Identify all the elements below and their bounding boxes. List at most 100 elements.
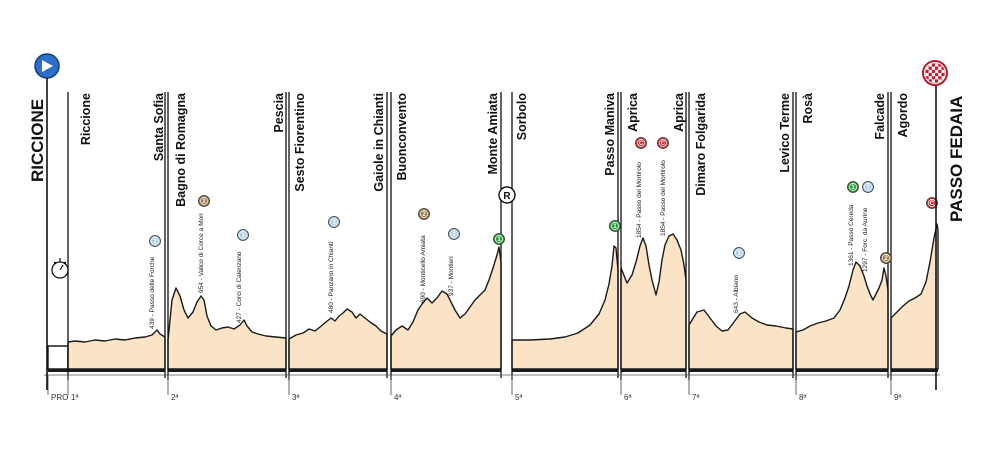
svg-text:C: C (930, 201, 935, 207)
climb-label: 427 - Corci di Calenzano (236, 251, 243, 323)
town-label: Dimaro Folgarida (694, 92, 708, 196)
stopwatch-icon (51, 258, 69, 279)
stage-profiles (47, 223, 939, 370)
svg-text:1: 1 (613, 224, 617, 230)
svg-text:3: 3 (332, 220, 336, 226)
stage-baseline (796, 369, 888, 372)
town-label: Monte Amiata (486, 92, 500, 175)
stage-profile-9 (890, 223, 939, 370)
town-label: Levico Terme (778, 93, 792, 173)
category-badge-icon: C (657, 137, 669, 149)
stage-baselines (48, 369, 938, 372)
svg-text:C: C (639, 141, 644, 147)
town-label: Agordo (896, 93, 910, 138)
climb-label: 643 - Albiano (733, 275, 740, 313)
town-label: Aprica (672, 92, 686, 132)
stage-baseline (48, 369, 68, 372)
category-badge-icon: 2 (418, 208, 430, 220)
svg-text:2: 2 (422, 212, 426, 218)
category-badges: 3 2 3 3 2 3 C C 3 1 3 1 1 2 C (149, 137, 938, 264)
town-label: Riccione (79, 93, 93, 145)
stage-number: 4ª (394, 393, 401, 402)
stage-number: 3ª (292, 393, 299, 402)
finish-city-label: PASSO FEDAIA (947, 96, 966, 222)
stage-number: 9ª (894, 393, 901, 402)
category-badge-icon: 3 (862, 181, 874, 193)
stage-profile-5 (511, 245, 619, 370)
start-marker: RICCIONE (28, 53, 60, 390)
town-label: Bagno di Romagna (174, 92, 188, 207)
stage-profile-pro (47, 345, 69, 370)
town-label: Falcade (873, 93, 887, 140)
town-label: Sesto Fiorentino (293, 93, 307, 192)
town-labels: Riccione Santa Sofia Bagno di Romagna Pesci… (79, 92, 910, 207)
town-label: Aprica (626, 92, 640, 132)
climb-label: 1297 - Forc. da Aurine (862, 207, 869, 272)
category-badge-icon: 1 (493, 233, 505, 245)
stage-number: 2ª (171, 393, 178, 402)
svg-text:1: 1 (851, 185, 855, 191)
stage-baseline (891, 369, 938, 372)
town-label: Pescia (272, 92, 286, 133)
climb-label: 937 - Montieri (448, 256, 455, 296)
stage-baseline (689, 369, 793, 372)
town-label: Buonconvento (395, 93, 409, 181)
climb-label: 1854 - Passo del Mortirolo (636, 162, 643, 238)
category-badge-icon: 3 (448, 228, 460, 240)
stage-profile-1 (67, 329, 166, 370)
category-badge-icon: 1 (847, 181, 859, 193)
stage-number-labels: PRO 1ª 2ª 3ª 4ª 5ª 6ª 7ª 8ª 9ª (44, 374, 940, 402)
stage-baseline (168, 369, 286, 372)
category-badge-icon: 1 (609, 220, 621, 232)
stage-profile-8 (795, 261, 889, 370)
stage-profile-7 (688, 309, 794, 370)
svg-text:2: 2 (202, 199, 206, 205)
town-label: Passo Maniva (603, 92, 617, 176)
climb-label: 480 - Panzano in Chianti (328, 242, 335, 313)
stage-baseline (621, 369, 686, 372)
stage-profile-6 (620, 233, 687, 370)
town-label: Gaiole in Chianti (372, 93, 386, 192)
climb-label: 1361 - Passo Cereda (848, 204, 855, 266)
category-badge-icon: C (635, 137, 647, 149)
svg-text:3: 3 (737, 251, 741, 257)
finish-marker: PASSO FEDAIA (922, 60, 966, 390)
category-badge-icon: 2 (198, 195, 210, 207)
climb-label: 690 - Monticello Amiata (420, 235, 427, 303)
category-badge-icon: 2 (880, 252, 892, 264)
climb-label: 1854 - Passo del Mortirolo (660, 160, 667, 236)
stage-baseline (391, 369, 501, 372)
climb-label: 954 - Valico di Corce a Mori (198, 213, 205, 293)
stage-profile-3 (288, 308, 388, 370)
stage-number: 6ª (624, 393, 631, 402)
svg-text:3: 3 (866, 185, 870, 191)
stage-number: 8ª (799, 393, 806, 402)
stage-baseline (512, 369, 618, 372)
svg-text:3: 3 (153, 239, 157, 245)
category-badge-icon: 3 (149, 235, 161, 247)
svg-text:1: 1 (497, 237, 501, 243)
stage-number: 5ª (515, 393, 522, 402)
category-badge-icon: 3 (733, 247, 745, 259)
town-label: Santa Sofia (152, 92, 166, 161)
stage-baseline (289, 369, 387, 372)
svg-text:C: C (661, 141, 666, 147)
climb-labels: 439 - Passo delle Forche 954 - Valico di … (149, 160, 869, 329)
start-city-label: RICCIONE (28, 99, 47, 182)
town-label: Rosà (801, 93, 815, 124)
stage-profile-4 (390, 246, 502, 370)
climb-label: 439 - Passo delle Forche (149, 256, 156, 329)
stage-baseline (68, 369, 165, 372)
svg-text:3: 3 (452, 232, 456, 238)
play-arrow-icon (42, 60, 53, 72)
rest-day-marker: R (498, 186, 516, 204)
svg-text:2: 2 (884, 256, 888, 262)
stage-number: PRO (51, 393, 68, 402)
stage-profile-2 (167, 287, 287, 370)
category-badge-icon: 3 (328, 216, 340, 228)
stage-number: 7ª (692, 393, 699, 402)
rest-day-label: R (503, 191, 511, 202)
category-badge-icon: 3 (237, 229, 249, 241)
stage-number: 1ª (71, 393, 78, 402)
